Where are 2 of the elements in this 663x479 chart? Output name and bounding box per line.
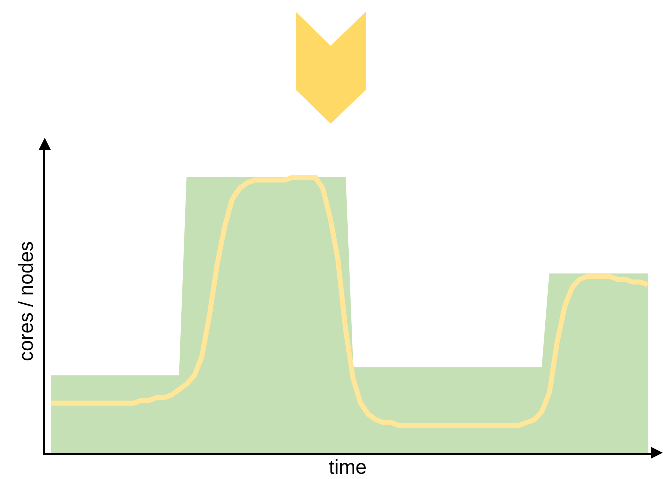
x-axis-title: time xyxy=(329,457,367,479)
y-axis-title: cores / nodes xyxy=(16,241,38,362)
